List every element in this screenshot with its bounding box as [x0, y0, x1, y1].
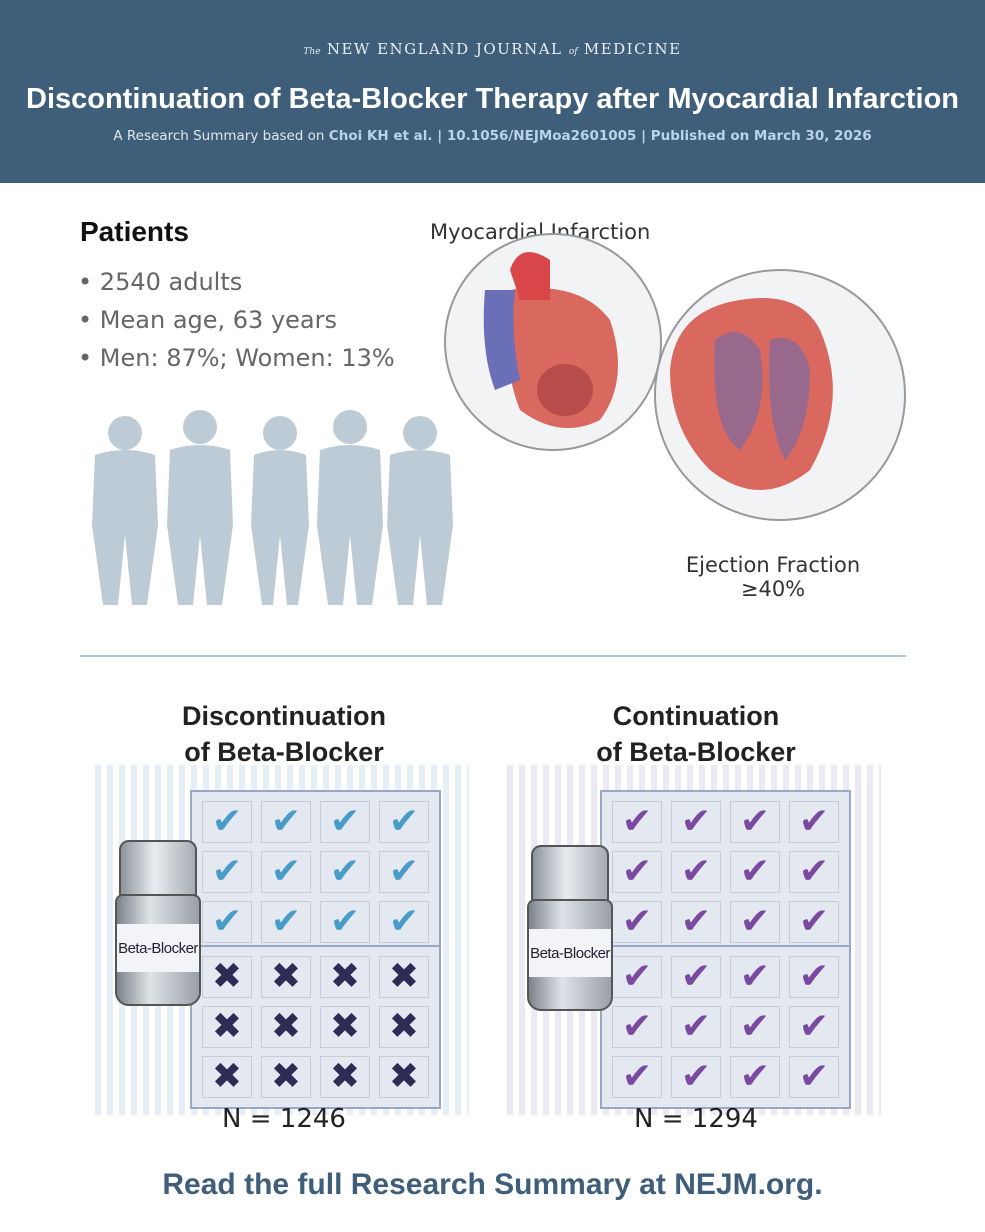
outcome-panel: ✖ ✖ ✖ ✖ ✖ ✖ ✖ ✖ ✖ ✖ ✖ ✖ — [190, 945, 441, 1109]
checkmark-icon: ✔ — [730, 1056, 780, 1098]
checkmark-icon: ✔ — [789, 851, 839, 893]
checkmark-icon: ✔ — [379, 801, 429, 843]
x-mark-icon: ✖ — [320, 956, 370, 998]
x-mark-icon: ✖ — [379, 1006, 429, 1048]
sample-size: N = 1246 — [222, 1104, 346, 1134]
checkmark-icon: ✔ — [789, 1006, 839, 1048]
outcome-panel: ✔ ✔ ✔ ✔ ✔ ✔ ✔ ✔ ✔ ✔ ✔ ✔ — [190, 790, 441, 954]
checkmark-icon: ✔ — [612, 956, 662, 998]
person-silhouette — [251, 416, 309, 605]
checkmark-icon: ✔ — [612, 801, 662, 843]
checkmark-icon: ✔ — [202, 851, 252, 893]
checkmark-icon: ✔ — [730, 801, 780, 843]
checkmark-icon: ✔ — [320, 801, 370, 843]
group-title: Continuation of Beta-Blocker — [596, 701, 796, 767]
checkmark-icon: ✔ — [671, 851, 721, 893]
pill-bottle: Beta-Blocker — [115, 840, 201, 1006]
checkmark-icon: ✔ — [671, 801, 721, 843]
checkmark-icon: ✔ — [789, 1056, 839, 1098]
checkmark-icon: ✔ — [730, 1006, 780, 1048]
heart-illustration — [444, 233, 906, 521]
x-mark-icon: ✖ — [202, 956, 252, 998]
checkmark-icon: ✔ — [671, 901, 721, 943]
person-silhouette — [387, 416, 453, 605]
header: The NEW ENGLAND JOURNAL of MEDICINE Disc… — [0, 0, 985, 183]
checkmark-icon: ✔ — [202, 801, 252, 843]
citation: A Research Summary based on Choi KH et a… — [113, 128, 872, 144]
x-mark-icon: ✖ — [379, 956, 429, 998]
checkmark-icon: ✔ — [612, 1056, 662, 1098]
x-mark-icon: ✖ — [320, 1056, 370, 1098]
sample-size: N = 1294 — [634, 1104, 758, 1134]
bottle-label: Beta-Blocker — [529, 929, 611, 977]
x-mark-icon: ✖ — [379, 1056, 429, 1098]
x-mark-icon: ✖ — [320, 1006, 370, 1048]
checkmark-icon: ✔ — [261, 901, 311, 943]
checkmark-icon: ✔ — [612, 1006, 662, 1048]
x-mark-icon: ✖ — [261, 956, 311, 998]
checkmark-icon: ✔ — [320, 851, 370, 893]
checkmark-icon: ✔ — [730, 901, 780, 943]
patient-silhouettes — [92, 410, 453, 605]
checkmark-icon: ✔ — [789, 956, 839, 998]
checkmark-icon: ✔ — [671, 1056, 721, 1098]
checkmark-icon: ✔ — [261, 801, 311, 843]
group-title: Discontinuation of Beta-Blocker — [182, 701, 386, 767]
checkmark-icon: ✔ — [730, 851, 780, 893]
divider — [80, 655, 906, 657]
page-title: Discontinuation of Beta-Blocker Therapy … — [26, 83, 959, 115]
list-item: • Mean age, 63 years — [78, 306, 337, 334]
bottle-label: Beta-Blocker — [117, 924, 199, 972]
checkmark-icon: ✔ — [789, 901, 839, 943]
person-silhouette — [317, 410, 383, 605]
checkmark-icon: ✔ — [671, 1006, 721, 1048]
checkmark-icon: ✔ — [671, 956, 721, 998]
checkmark-icon: ✔ — [320, 901, 370, 943]
checkmark-icon: ✔ — [261, 851, 311, 893]
outcome-panel: ✔ ✔ ✔ ✔ ✔ ✔ ✔ ✔ ✔ ✔ ✔ ✔ — [600, 790, 851, 954]
journal-name: The NEW ENGLAND JOURNAL of MEDICINE — [303, 40, 682, 58]
patients-list: • 2540 adults • Mean age, 63 years • Men… — [78, 263, 395, 377]
checkmark-icon: ✔ — [612, 901, 662, 943]
pill-bottle: Beta-Blocker — [527, 845, 613, 1011]
x-mark-icon: ✖ — [202, 1056, 252, 1098]
list-item: • 2540 adults — [78, 268, 243, 296]
checkmark-icon: ✔ — [202, 901, 252, 943]
footer-link[interactable]: Read the full Research Summary at NEJM.o… — [162, 1168, 823, 1201]
checkmark-icon: ✔ — [379, 901, 429, 943]
person-silhouette — [92, 416, 158, 605]
checkmark-icon: ✔ — [730, 956, 780, 998]
x-mark-icon: ✖ — [261, 1006, 311, 1048]
checkmark-icon: ✔ — [612, 851, 662, 893]
patients-heading: Patients — [80, 216, 189, 247]
person-silhouette — [167, 410, 233, 605]
outcome-panel: ✔ ✔ ✔ ✔ ✔ ✔ ✔ ✔ ✔ ✔ ✔ ✔ — [600, 945, 851, 1109]
checkmark-icon: ✔ — [789, 801, 839, 843]
list-item: • Men: 87%; Women: 13% — [78, 344, 395, 372]
ef-label: Ejection Fraction ≥40% — [685, 553, 861, 601]
checkmark-icon: ✔ — [379, 851, 429, 893]
x-mark-icon: ✖ — [202, 1006, 252, 1048]
x-mark-icon: ✖ — [261, 1056, 311, 1098]
